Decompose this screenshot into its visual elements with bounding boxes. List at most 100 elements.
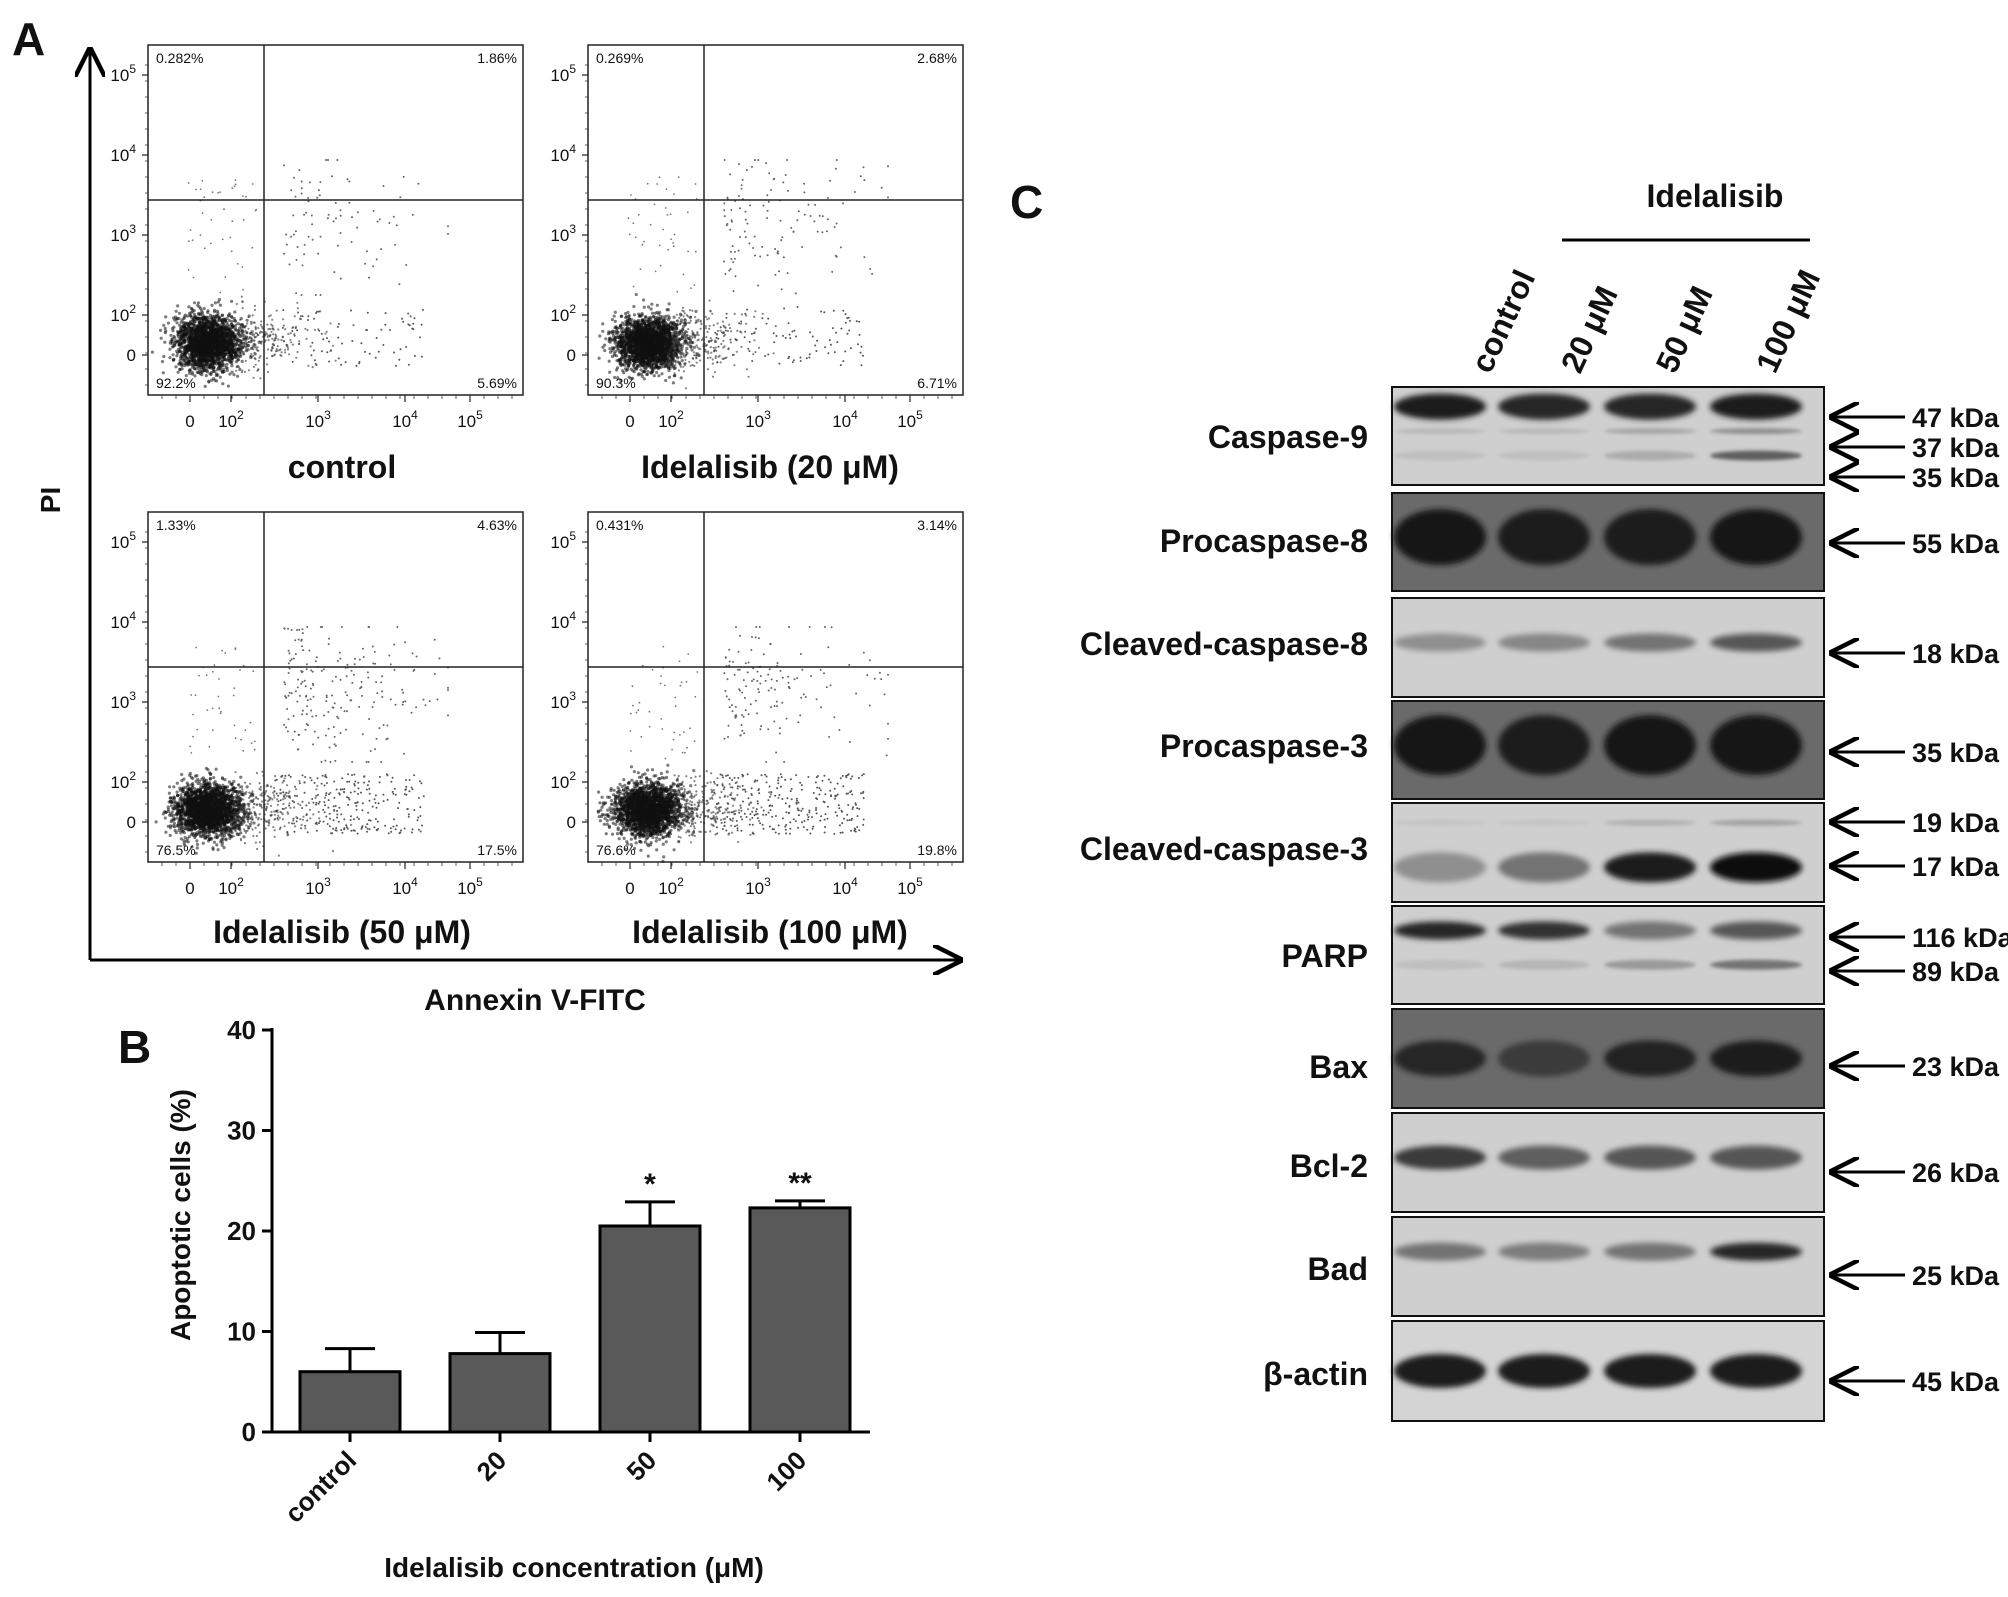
protein-band [1498, 428, 1590, 435]
bar-category-label: control [279, 1445, 363, 1529]
protein-band [1604, 959, 1696, 970]
protein-band [1604, 428, 1696, 435]
x-tick-label: 0 [625, 412, 634, 431]
protein-band [1604, 393, 1696, 420]
quadrant-percent: 3.14% [917, 517, 957, 533]
y-tick-label: 102 [110, 302, 136, 325]
lane-label: 100 μM [1749, 264, 1827, 378]
protein-band [1498, 509, 1590, 566]
bar-category-label: 50 [621, 1445, 663, 1487]
quadrant-percent: 90.3% [596, 375, 636, 391]
bar-y-tick-label: 20 [227, 1216, 256, 1246]
protein-band [1604, 450, 1696, 461]
protein-band [1394, 715, 1486, 776]
protein-band [1604, 819, 1696, 826]
molecular-weight-label: 25 kDa [1912, 1261, 2000, 1291]
protein-band [1394, 633, 1486, 652]
quadrant-percent: 1.33% [156, 517, 196, 533]
protein-band [1604, 509, 1696, 566]
scatter-dots [597, 159, 889, 390]
x-tick-label: 102 [218, 875, 244, 898]
flow-plot: 0.431% 3.14% 76.6% 19.8% 105 104 103 102 0 0 102 10… [550, 511, 964, 950]
protein-band [1394, 1242, 1486, 1261]
protein-band [1710, 715, 1802, 776]
protein-band [1498, 450, 1590, 461]
protein-band [1498, 819, 1590, 826]
protein-band [1498, 1354, 1590, 1388]
quadrant-percent: 92.2% [156, 375, 196, 391]
molecular-weight-label: 18 kDa [1912, 639, 2000, 669]
protein-band [1498, 1242, 1590, 1261]
protein-band [1394, 450, 1486, 461]
protein-band [1394, 819, 1486, 826]
y-tick-label: 103 [110, 222, 136, 245]
y-tick-label: 104 [110, 609, 136, 632]
protein-band [1710, 1354, 1802, 1388]
blot-protein-label: Procaspase-8 [1160, 523, 1368, 559]
blot-protein-label: Bcl-2 [1290, 1148, 1368, 1184]
protein-band [1394, 1040, 1486, 1077]
protein-band [1710, 1040, 1802, 1077]
lane-label: 50 μM [1649, 281, 1720, 378]
blot-protein-label: β-actin [1263, 1356, 1368, 1392]
protein-band [1498, 959, 1590, 970]
protein-band [1498, 1040, 1590, 1077]
protein-band [1604, 1354, 1696, 1388]
blot-2: Cleaved-caspase-8 18 kDa [1080, 597, 2000, 698]
panel-label-a: A [12, 13, 45, 65]
flow-plot: 0.282% 1.86% 92.2% 5.69% 105 104 103 102 0 0 102 10… [110, 44, 524, 485]
plot-title: control [288, 449, 396, 485]
protein-band [1710, 450, 1802, 461]
lane-label: control [1464, 264, 1542, 377]
protein-band [1710, 509, 1802, 566]
blot-4: Cleaved-caspase-3 19 kDa 17 kDa [1080, 802, 2000, 903]
bar-category-label: 100 [760, 1445, 812, 1497]
quadrant-percent: 6.71% [917, 375, 957, 391]
quadrant-percent: 1.86% [477, 50, 517, 66]
scatter-dots [596, 626, 889, 863]
annexin-axis-label: Annexin V-FITC [424, 984, 646, 1017]
molecular-weight-label: 89 kDa [1912, 957, 2000, 987]
protein-band [1394, 921, 1486, 940]
protein-band [1498, 1145, 1590, 1170]
x-tick-label: 104 [392, 408, 418, 431]
quadrant-percent: 0.431% [596, 517, 643, 533]
molecular-weight-label: 35 kDa [1912, 738, 2000, 768]
plot-title: Idelalisib (50 μM) [213, 914, 471, 950]
plot-title: Idelalisib (20 μM) [641, 449, 899, 485]
bar-x-axis-label: Idelalisib concentration (μM) [384, 1552, 764, 1583]
molecular-weight-label: 45 kDa [1912, 1367, 2000, 1397]
significance-marker: ** [788, 1167, 812, 1200]
blot-9: β-actin 45 kDa [1263, 1320, 2000, 1422]
y-tick-label: 102 [550, 302, 576, 325]
scatter-dots [154, 626, 449, 857]
panel-label-b: B [118, 1021, 151, 1073]
x-tick-label: 102 [658, 408, 684, 431]
protein-band [1604, 1145, 1696, 1170]
protein-band [1394, 852, 1486, 883]
protein-band [1710, 393, 1802, 420]
flow-plot: 1.33% 4.63% 76.5% 17.5% 105 104 103 102 0 0 102 103… [110, 511, 524, 950]
x-tick-label: 104 [832, 875, 858, 898]
protein-band [1710, 1242, 1802, 1261]
flow-plot: 0.269% 2.68% 90.3% 6.71% 105 104 103 102 0 0 102 10… [550, 44, 964, 485]
y-tick-label: 102 [550, 769, 576, 792]
protein-band [1604, 921, 1696, 940]
protein-band [1710, 633, 1802, 652]
bar-20 [448, 1352, 552, 1434]
protein-band [1498, 921, 1590, 940]
panel-c-western-blot: Idelalisib control 20 μM 50 μM 100 μM Caspa… [1080, 178, 2008, 1422]
protein-band [1394, 1145, 1486, 1170]
blot-protein-label: Caspase-9 [1208, 419, 1368, 455]
bar-category-label: 20 [471, 1445, 513, 1487]
molecular-weight-label: 35 kDa [1912, 463, 2000, 493]
protein-band [1604, 1040, 1696, 1077]
molecular-weight-label: 26 kDa [1912, 1158, 2000, 1188]
protein-band [1498, 715, 1590, 776]
protein-band [1604, 633, 1696, 652]
protein-band [1394, 959, 1486, 970]
quadrant-percent: 5.69% [477, 375, 517, 391]
lane-label: 20 μM [1554, 281, 1625, 378]
x-tick-label: 105 [457, 875, 483, 898]
protein-band [1394, 509, 1486, 566]
